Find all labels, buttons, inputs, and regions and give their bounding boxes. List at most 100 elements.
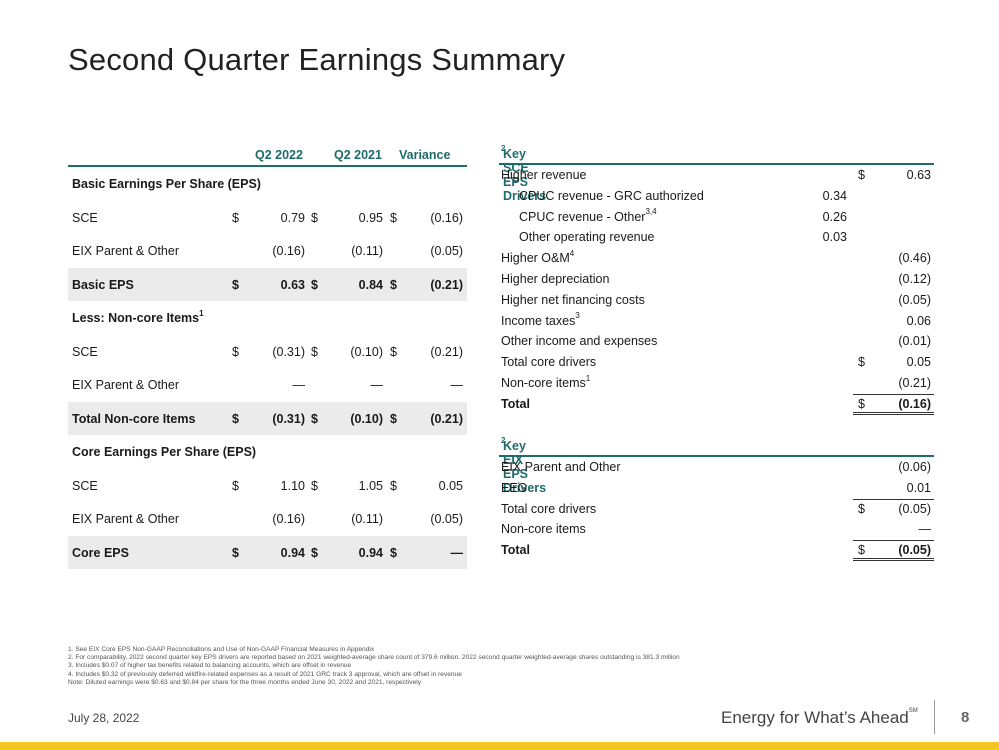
eps-row: Basic Earnings Per Share (EPS) — [68, 167, 467, 201]
service-mark: SM — [908, 708, 918, 715]
footnote-ref: 3 — [575, 311, 580, 321]
dollar-sign: $ — [390, 210, 397, 225]
brand-tagline: Energy for What’s AheadSM — [721, 708, 918, 728]
cell-value: (0.05) — [430, 244, 463, 258]
cell-value: — — [450, 545, 464, 560]
driver-label: Other operating revenue — [519, 230, 655, 245]
cell-value: (0.11) — [351, 244, 383, 258]
cell-value: 0.95 — [358, 210, 383, 225]
cell-value: (0.16) — [272, 512, 305, 526]
cell-value: 0.94 — [358, 545, 383, 560]
dollar-sign: $ — [858, 543, 865, 558]
dollar-sign: $ — [232, 210, 239, 225]
footnote-ref: 3,4 — [645, 207, 657, 217]
cell-value: (0.05) — [430, 512, 463, 526]
driver-value: (0.16) — [898, 396, 931, 411]
eps-row: Basic EPS $ $ $0.63 0.84 (0.21) — [68, 267, 467, 301]
sce-driver-row: Higher net financing costs (0.05) — [499, 290, 934, 311]
dollar-sign: $ — [232, 478, 239, 493]
footnote-ref: 1 — [199, 308, 204, 318]
dollar-sign: $ — [311, 344, 318, 359]
eix-drivers-table: Key EIX EPS Drivers 2 EIX Parent and Othe… — [499, 435, 934, 561]
driver-subvalue: 0.26 — [822, 209, 847, 224]
sce-driver-row: Higher depreciation (0.12) — [499, 269, 934, 290]
eix-driver-row: Total core drivers $ (0.05) — [499, 498, 934, 520]
cell-value: 1.05 — [358, 478, 383, 493]
driver-value: (0.01) — [898, 334, 931, 349]
cell-value: (0.10) — [350, 344, 383, 359]
driver-label: Non-core items1 — [501, 373, 591, 390]
cell-value: — — [292, 378, 306, 392]
row-label: SCE — [72, 344, 98, 359]
row-label: Core Earnings Per Share (EPS) — [72, 445, 257, 459]
cell-value: (0.10) — [350, 411, 383, 426]
row-label: SCE — [72, 478, 98, 493]
row-label: Basic Earnings Per Share (EPS) — [72, 177, 261, 191]
eix-driver-row: EEG 0.01 — [499, 478, 934, 499]
row-label: EIX Parent & Other — [72, 512, 179, 526]
eps-table-body: Basic Earnings Per Share (EPS) SCE $ $ $0.79… — [68, 167, 467, 569]
eix-drivers-body: EIX Parent and Other (0.06) EEG 0.01 Total c… — [499, 457, 934, 561]
driver-value: (0.06) — [898, 460, 931, 474]
brand-color-bar — [0, 742, 999, 750]
eps-row: EIX Parent & Other — — — — [68, 368, 467, 402]
tagline-text: Energy for What’s Ahead — [721, 708, 909, 727]
subtotal-rule — [853, 393, 934, 395]
footnote-1: 1. See EIX Core EPS Non-GAAP Reconciliat… — [68, 646, 375, 653]
col-header-variance: Variance — [399, 148, 451, 162]
eix-driver-row: Non-core items — — [499, 519, 934, 540]
sce-driver-row: Higher revenue $0.63 — [499, 165, 934, 186]
driver-value: (0.05) — [898, 543, 931, 558]
subtotal-rule — [853, 498, 934, 500]
row-label: EIX Parent & Other — [72, 244, 179, 258]
footnote-4: 4. Includes $0.32 of previously deferred… — [68, 670, 462, 678]
dollar-sign: $ — [232, 545, 239, 560]
footnote-2: 2. For comparability, 2022 second quarte… — [68, 654, 680, 662]
subtotal-rule — [853, 540, 934, 542]
driver-value: — — [918, 522, 932, 537]
eix-driver-row: EIX Parent and Other (0.06) — [499, 457, 934, 478]
dollar-sign: $ — [858, 168, 865, 182]
eps-row: Less: Non-core Items1 — [68, 301, 467, 335]
cell-value: 1.10 — [280, 478, 305, 493]
cell-value: (0.16) — [430, 210, 463, 225]
dollar-sign: $ — [311, 210, 318, 225]
eix-drivers-heading: Key EIX EPS Drivers 2 — [499, 435, 934, 495]
footnote-note: Note: Diluted earnings were $0.63 and $0… — [68, 678, 422, 686]
cell-value: — — [370, 378, 384, 392]
footnote-ref: 1 — [585, 373, 591, 383]
driver-label: CPUC revenue - GRC authorized — [519, 188, 704, 203]
eps-row: Core EPS $ $ $0.94 0.94 — — [68, 535, 467, 569]
dollar-sign: $ — [390, 277, 397, 292]
driver-value: 0.06 — [906, 313, 931, 328]
driver-value: (0.21) — [898, 375, 931, 390]
col-header-q2-2022: Q2 2022 — [255, 148, 303, 162]
presentation-date: July 28, 2022 — [68, 711, 140, 725]
eps-row: SCE $ $ $ (0.31) (0.10) (0.21) — [68, 335, 467, 369]
cell-value: 0.79 — [280, 210, 305, 225]
sce-driver-row: Other income and expenses (0.01) — [499, 331, 934, 352]
dollar-sign: $ — [390, 545, 397, 560]
driver-label: Income taxes3 — [501, 311, 580, 328]
dollar-sign: $ — [858, 501, 865, 516]
sce-drivers-table: Key SCE EPS Drivers 2 Higher revenue $0.63… — [499, 144, 934, 415]
eps-row: SCE $ $ $0.79 0.95 (0.16) — [68, 201, 467, 235]
eix-driver-row: Total $ (0.05) — [499, 540, 934, 561]
footnote-ref: 4 — [569, 249, 575, 259]
eix-drivers-title-sup: 2 — [501, 435, 506, 445]
cell-value: (0.31) — [272, 344, 305, 359]
dollar-sign: $ — [311, 277, 318, 292]
eps-row: EIX Parent & Other (0.16) (0.11) (0.05) — [68, 234, 467, 268]
driver-label: EIX Parent and Other — [501, 460, 621, 474]
driver-label: Total — [501, 396, 530, 411]
cell-value: (0.31) — [272, 411, 305, 426]
dollar-sign: $ — [390, 344, 397, 359]
dollar-sign: $ — [390, 411, 397, 426]
footnote-3: 3. Includes $0.07 of higher tax benefits… — [68, 662, 352, 670]
driver-label: Higher net financing costs — [501, 292, 645, 307]
cell-value: 0.63 — [280, 277, 305, 292]
driver-value: (0.05) — [898, 501, 931, 516]
total-double-rule — [853, 411, 934, 415]
driver-label: Other income and expenses — [501, 334, 658, 349]
sce-drivers-body: Higher revenue $0.63 CPUC revenue - GRC au… — [499, 165, 934, 415]
